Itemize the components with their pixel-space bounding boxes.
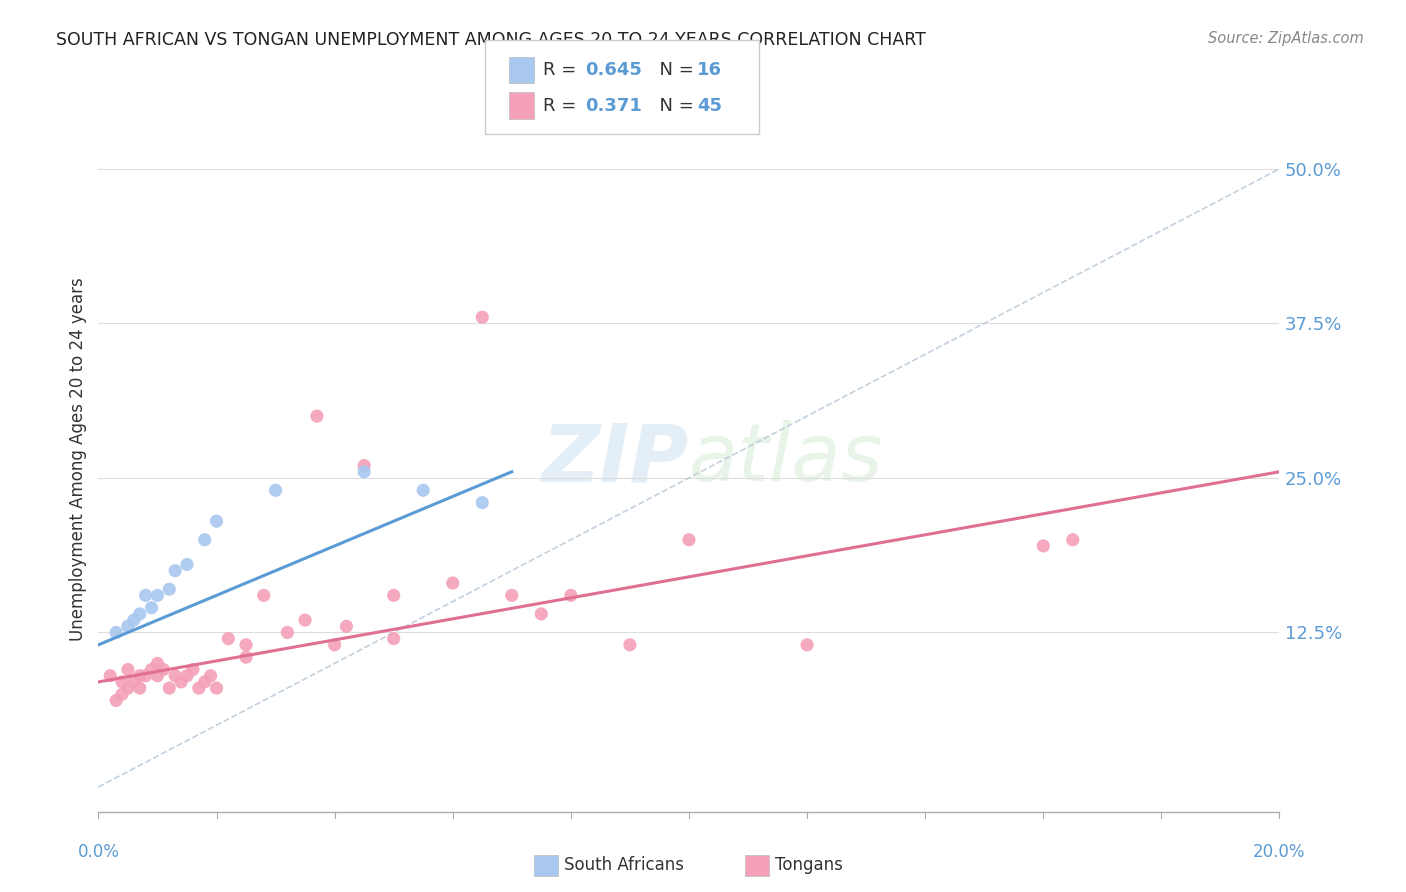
Point bbox=[471, 310, 494, 325]
Text: SOUTH AFRICAN VS TONGAN UNEMPLOYMENT AMONG AGES 20 TO 24 YEARS CORRELATION CHART: SOUTH AFRICAN VS TONGAN UNEMPLOYMENT AMO… bbox=[56, 31, 927, 49]
Text: 0.645: 0.645 bbox=[585, 61, 641, 79]
Point bbox=[264, 483, 287, 498]
Point bbox=[152, 663, 174, 677]
Text: N =: N = bbox=[648, 96, 700, 114]
Point bbox=[170, 674, 193, 689]
Point bbox=[176, 669, 198, 683]
Text: N =: N = bbox=[648, 61, 700, 79]
Point bbox=[194, 533, 217, 547]
Point bbox=[501, 588, 523, 602]
Point bbox=[530, 607, 553, 621]
Text: atlas: atlas bbox=[689, 420, 884, 499]
Point bbox=[111, 687, 134, 701]
Point bbox=[205, 681, 228, 695]
Point bbox=[382, 588, 405, 602]
Point bbox=[187, 681, 209, 695]
Text: South Africans: South Africans bbox=[564, 856, 683, 874]
Point bbox=[205, 514, 228, 528]
Point bbox=[323, 638, 346, 652]
Point bbox=[560, 588, 582, 602]
Point bbox=[98, 669, 121, 683]
Point bbox=[105, 693, 128, 707]
Point bbox=[117, 663, 139, 677]
Point bbox=[122, 674, 145, 689]
Point bbox=[1062, 533, 1084, 547]
Point bbox=[165, 564, 187, 578]
Text: 16: 16 bbox=[697, 61, 723, 79]
Point bbox=[122, 613, 145, 627]
Point bbox=[305, 409, 328, 423]
Text: R =: R = bbox=[543, 96, 582, 114]
Y-axis label: Unemployment Among Ages 20 to 24 years: Unemployment Among Ages 20 to 24 years bbox=[69, 277, 87, 641]
Point bbox=[796, 638, 818, 652]
Point bbox=[194, 674, 217, 689]
Point bbox=[117, 619, 139, 633]
Point bbox=[146, 657, 169, 671]
Point bbox=[235, 650, 257, 665]
Point bbox=[141, 663, 163, 677]
Point bbox=[146, 669, 169, 683]
Text: R =: R = bbox=[543, 61, 582, 79]
Point bbox=[128, 669, 150, 683]
Point bbox=[200, 669, 222, 683]
Point bbox=[135, 669, 157, 683]
Point bbox=[353, 458, 375, 473]
Point bbox=[165, 669, 187, 683]
Point bbox=[128, 681, 150, 695]
Point bbox=[181, 663, 204, 677]
Point bbox=[678, 533, 700, 547]
Point bbox=[217, 632, 239, 646]
Point bbox=[294, 613, 316, 627]
Point bbox=[176, 558, 198, 572]
Point bbox=[441, 576, 464, 591]
Point bbox=[335, 619, 357, 633]
Point bbox=[235, 638, 257, 652]
Text: 45: 45 bbox=[697, 96, 723, 114]
Point bbox=[117, 681, 139, 695]
Point bbox=[353, 465, 375, 479]
Text: Tongans: Tongans bbox=[775, 856, 842, 874]
Point bbox=[111, 674, 134, 689]
Text: Source: ZipAtlas.com: Source: ZipAtlas.com bbox=[1208, 31, 1364, 46]
Text: 20.0%: 20.0% bbox=[1253, 843, 1306, 861]
Text: 0.0%: 0.0% bbox=[77, 843, 120, 861]
Point bbox=[141, 600, 163, 615]
Point bbox=[157, 681, 180, 695]
Point bbox=[253, 588, 276, 602]
Point bbox=[276, 625, 298, 640]
Point bbox=[135, 588, 157, 602]
Point bbox=[1032, 539, 1054, 553]
Point bbox=[471, 496, 494, 510]
Point bbox=[619, 638, 641, 652]
Point bbox=[105, 625, 128, 640]
Point bbox=[157, 582, 180, 597]
Point bbox=[382, 632, 405, 646]
Point bbox=[146, 588, 169, 602]
Text: 0.371: 0.371 bbox=[585, 96, 641, 114]
Text: ZIP: ZIP bbox=[541, 420, 689, 499]
Point bbox=[128, 607, 150, 621]
Point bbox=[412, 483, 434, 498]
